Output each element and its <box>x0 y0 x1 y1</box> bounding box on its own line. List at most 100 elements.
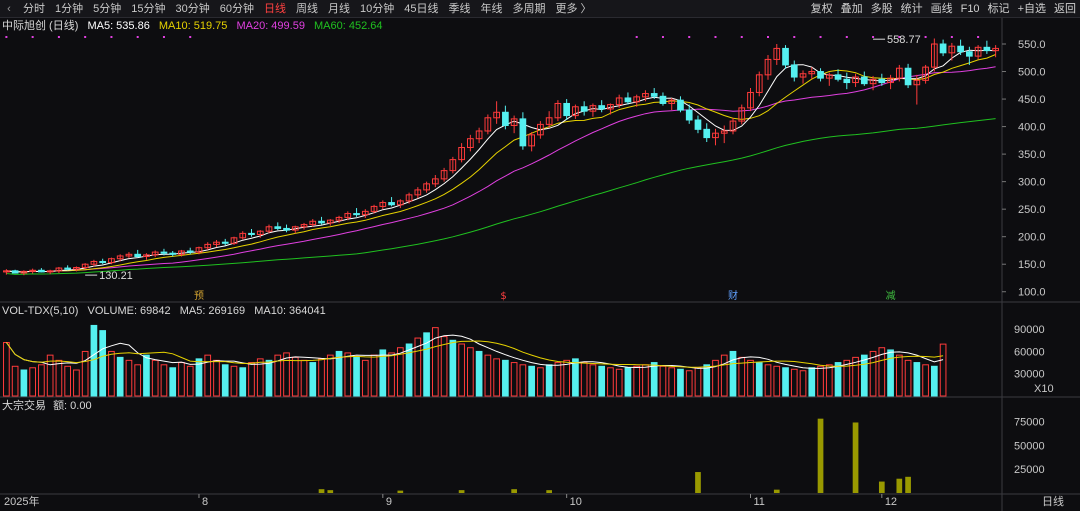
volume-bar <box>440 336 448 397</box>
tool-button[interactable]: 叠加 <box>840 3 863 15</box>
price-tick-label: 400.0 <box>1018 122 1046 134</box>
ma60-value: MA60: 452.64 <box>314 20 383 32</box>
volume-bar <box>143 354 150 397</box>
timeframe-tab[interactable]: 多周期 <box>512 2 546 15</box>
volume-bar <box>370 354 378 397</box>
tool-button[interactable]: 多股 <box>870 3 893 15</box>
timeframe-tab[interactable]: 15分钟 <box>131 2 166 15</box>
candle-body <box>344 213 352 218</box>
timeframe-tab[interactable]: 周线 <box>296 2 318 15</box>
signal-dot <box>31 36 34 38</box>
timeframe-tab[interactable]: 30分钟 <box>175 2 210 15</box>
candle-body <box>29 269 36 272</box>
signal-dot <box>793 36 796 38</box>
candle-body <box>852 76 859 84</box>
candle-body <box>528 134 535 147</box>
volume-bar <box>878 347 886 397</box>
volume-bar <box>790 368 798 397</box>
volume-bar <box>213 359 220 397</box>
candle-body <box>379 202 387 207</box>
signal-dot <box>740 36 743 38</box>
volume-bar <box>624 367 632 397</box>
volume-bar <box>808 367 816 397</box>
price-tick-label: 500.0 <box>1018 67 1046 79</box>
tool-button[interactable]: +自选 <box>1017 3 1046 15</box>
volume-bar <box>755 362 763 397</box>
volume-bar <box>939 343 947 397</box>
tool-button[interactable]: F10 <box>960 3 980 15</box>
candle-body <box>230 237 238 244</box>
signal-dot <box>661 36 664 38</box>
volume-bar <box>598 365 606 397</box>
volume-bar <box>73 369 80 397</box>
candle-body <box>405 194 413 202</box>
volume-bar <box>449 339 457 397</box>
candle-body <box>440 170 448 180</box>
candle-body <box>974 46 982 57</box>
timeframe-tab[interactable]: 季线 <box>448 2 471 15</box>
candle-body <box>607 104 614 110</box>
price-tick-label: 250.0 <box>1018 204 1046 216</box>
volume-bar <box>64 365 72 397</box>
left-arrow-icon[interactable]: ‹ <box>7 2 11 15</box>
volume-bar <box>134 364 142 397</box>
signal-dot <box>767 36 770 38</box>
event-marker: $ <box>500 291 506 302</box>
candle-body <box>99 260 107 264</box>
candle-body <box>860 76 868 85</box>
signal-dot <box>950 36 953 38</box>
volume-bar <box>860 354 868 397</box>
timeframe-tab[interactable]: 月线 <box>328 2 350 15</box>
candle-body <box>904 67 912 86</box>
block-tick-label: 75000 <box>1014 417 1045 429</box>
candle-body <box>151 251 159 256</box>
timeframe-tab[interactable]: 5分钟 <box>93 2 122 15</box>
block-bar <box>458 490 465 493</box>
volume-bar <box>388 352 395 397</box>
timeframe-tab[interactable]: 10分钟 <box>360 2 395 15</box>
volume-bar <box>817 365 824 397</box>
volume-bar <box>913 362 921 397</box>
timeframe-tab[interactable]: 60分钟 <box>219 2 254 15</box>
volume-bar <box>834 362 842 397</box>
volume-bar <box>256 358 264 397</box>
candle-body <box>134 253 142 258</box>
volume-bar <box>318 358 325 397</box>
candle-body <box>125 253 133 257</box>
volume-bar <box>195 358 203 397</box>
candle-body <box>878 78 886 84</box>
timeframe-tab[interactable]: 更多 〉 <box>555 2 592 15</box>
candle-body <box>922 66 929 81</box>
candle-body <box>90 260 98 265</box>
tool-button[interactable]: 画线 <box>930 3 953 15</box>
volume-bar <box>344 352 352 397</box>
timeframe-tab[interactable]: 1分钟 <box>55 2 84 15</box>
block-tick-label: 25000 <box>1014 464 1045 476</box>
tool-button[interactable]: 复权 <box>810 3 833 15</box>
signal-dot <box>136 36 139 38</box>
tool-button[interactable]: 返回 <box>1054 3 1076 15</box>
volume-bar <box>563 359 571 397</box>
volume-bar <box>230 365 238 397</box>
timeframe-tab[interactable]: 年线 <box>480 2 503 15</box>
volume-bar <box>493 358 500 397</box>
tool-button[interactable]: 标记 <box>987 3 1010 15</box>
volume-bar <box>125 359 133 397</box>
tool-button[interactable]: 统计 <box>900 3 923 15</box>
x-axis-label: 10 <box>570 496 582 508</box>
candle-body <box>116 255 124 260</box>
candle-body <box>396 200 404 206</box>
timeframe-tab[interactable]: 分时 <box>23 2 45 15</box>
volume-bar <box>414 337 422 397</box>
signal-dot <box>162 36 165 38</box>
timeframe-tab[interactable]: 45日线 <box>404 2 439 15</box>
candle-body <box>361 210 369 216</box>
candle-body <box>20 270 28 274</box>
candle-body <box>537 123 544 136</box>
candle-body <box>510 118 518 126</box>
candle-body <box>431 178 439 185</box>
timeframe-tab[interactable]: 日线 <box>264 2 286 15</box>
volume-bar <box>475 350 483 397</box>
candle-body <box>677 99 684 111</box>
